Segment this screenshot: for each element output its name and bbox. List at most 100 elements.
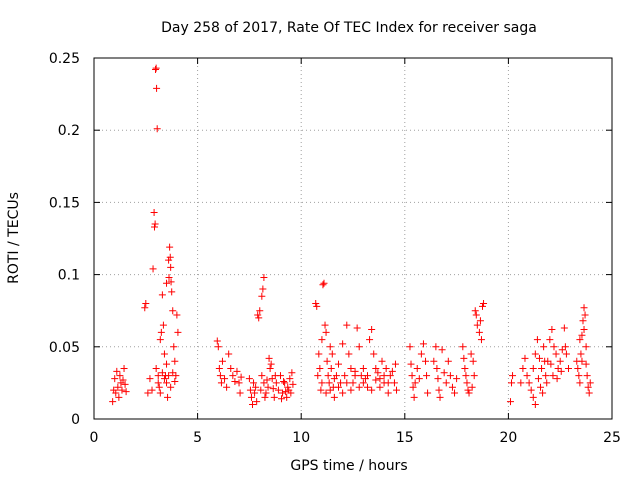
data-point (558, 346, 566, 354)
data-point (384, 389, 392, 397)
data-point (554, 364, 562, 372)
data-point (163, 360, 171, 368)
data-point (548, 325, 556, 333)
y-tick-label: 0.15 (49, 195, 80, 211)
data-point (436, 393, 444, 401)
y-tick-label: 0.1 (58, 268, 80, 284)
data-point (323, 357, 331, 365)
data-point (150, 209, 158, 217)
data-point (322, 389, 330, 397)
data-point (584, 383, 592, 391)
chart-title: Day 258 of 2017, Rate Of TEC Index for r… (161, 20, 537, 36)
data-point (442, 379, 450, 387)
data-point (214, 343, 222, 351)
data-point (556, 357, 564, 365)
data-point (366, 336, 374, 344)
data-point (448, 383, 456, 391)
y-tick-label: 0.25 (49, 51, 80, 67)
data-point (384, 379, 392, 387)
data-point (561, 343, 569, 351)
data-point (120, 364, 128, 372)
data-point (525, 379, 533, 387)
data-point (576, 336, 584, 344)
data-point (355, 343, 363, 351)
data-point (419, 340, 427, 348)
data-point (164, 393, 172, 401)
data-point (169, 369, 177, 377)
data-point (156, 336, 164, 344)
data-point (453, 375, 461, 383)
data-point (324, 372, 332, 380)
data-point (269, 385, 277, 393)
data-point (578, 357, 586, 365)
data-point (250, 379, 258, 387)
data-point (251, 389, 259, 397)
data-point (409, 383, 417, 391)
data-point (155, 383, 163, 391)
data-point (223, 383, 231, 391)
data-point (265, 354, 273, 362)
data-point (318, 379, 326, 387)
data-point (579, 317, 587, 325)
data-point (163, 279, 171, 287)
data-point (330, 375, 338, 383)
data-point (270, 393, 278, 401)
data-point (531, 350, 539, 358)
data-point (434, 375, 442, 383)
data-point (328, 350, 336, 358)
data-point (115, 393, 123, 401)
data-point (464, 386, 472, 394)
data-point (433, 364, 441, 372)
data-point (249, 401, 257, 409)
data-point (327, 364, 335, 372)
data-point (148, 386, 156, 394)
data-point (343, 379, 351, 387)
data-point (477, 336, 485, 344)
data-point (316, 364, 324, 372)
data-point (378, 357, 386, 365)
data-point (146, 375, 154, 383)
data-point (349, 379, 357, 387)
data-point (171, 357, 179, 365)
data-point (472, 311, 480, 319)
data-point (546, 336, 554, 344)
data-point (479, 302, 486, 310)
data-point (407, 360, 415, 368)
data-point (376, 383, 384, 391)
data-point (174, 328, 182, 336)
data-point (471, 307, 479, 315)
data-point (215, 364, 223, 372)
data-point (382, 364, 390, 372)
x-tick-label: 5 (193, 430, 202, 446)
data-point (509, 372, 517, 380)
data-point (153, 84, 161, 92)
data-point (141, 304, 149, 312)
data-point (372, 364, 380, 372)
data-point (235, 379, 243, 387)
data-point (116, 372, 124, 380)
data-point (271, 372, 279, 380)
data-point (586, 379, 594, 387)
data-point (231, 377, 239, 385)
data-point (527, 386, 535, 394)
data-point (531, 401, 539, 409)
data-point (153, 125, 161, 133)
data-point (229, 372, 237, 380)
data-point (432, 343, 440, 351)
data-point (463, 379, 471, 387)
data-point (165, 372, 173, 380)
data-point (339, 340, 347, 348)
data-point (317, 386, 325, 394)
data-point (582, 343, 590, 351)
data-point (538, 364, 546, 372)
data-point (320, 279, 328, 287)
data-point (280, 377, 288, 385)
data-point (152, 364, 160, 372)
data-point (274, 386, 282, 394)
data-point (334, 360, 342, 368)
data-point (537, 383, 545, 391)
data-point (260, 273, 268, 281)
data-point (460, 354, 468, 362)
data-point (322, 328, 330, 336)
data-point (549, 372, 557, 380)
